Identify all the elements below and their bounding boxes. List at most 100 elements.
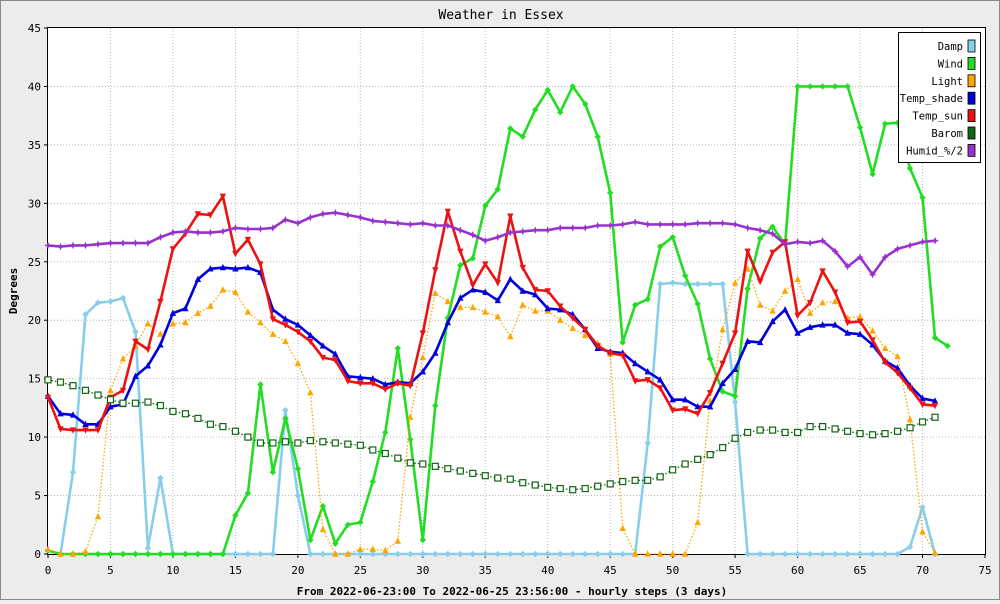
data-point <box>756 338 764 346</box>
x-tick-label: 5 <box>107 564 114 577</box>
data-point <box>319 502 327 510</box>
x-tick-label: 45 <box>604 564 617 577</box>
y-tick-label: 25 <box>28 256 41 269</box>
data-point <box>894 352 901 360</box>
data-point <box>132 550 139 558</box>
data-point <box>769 249 776 257</box>
data-point <box>294 321 302 328</box>
data-point <box>569 550 576 558</box>
data-point <box>156 233 165 241</box>
data-point <box>844 83 851 90</box>
data-point <box>644 550 651 557</box>
data-point <box>756 226 764 234</box>
x-tick-label: 65 <box>853 564 866 577</box>
data-point <box>219 422 227 431</box>
data-point <box>69 469 77 476</box>
data-point <box>694 280 701 288</box>
data-point <box>756 426 764 434</box>
data-point <box>644 439 651 447</box>
data-point <box>632 301 639 309</box>
data-point <box>869 341 876 348</box>
data-point <box>919 504 926 511</box>
data-point <box>482 308 489 315</box>
data-point <box>507 550 514 558</box>
data-point <box>906 424 914 432</box>
data-point <box>831 83 839 90</box>
data-point <box>744 248 751 255</box>
data-point <box>369 380 376 387</box>
data-point <box>369 545 376 552</box>
data-point <box>469 286 476 293</box>
data-point <box>494 186 501 193</box>
data-point <box>307 550 314 558</box>
data-point <box>207 302 214 309</box>
data-point <box>344 211 352 219</box>
data-point <box>682 550 689 557</box>
data-point <box>569 324 576 332</box>
data-point <box>744 550 751 558</box>
x-tick-label: 0 <box>45 564 52 577</box>
data-point <box>532 106 539 113</box>
data-point <box>344 378 351 385</box>
data-point <box>194 228 202 237</box>
data-point <box>469 255 476 262</box>
data-point <box>831 550 839 558</box>
data-point <box>519 550 526 558</box>
data-point <box>406 459 414 467</box>
data-point <box>881 550 889 558</box>
data-point <box>394 219 402 227</box>
y-tick-label: 20 <box>28 314 41 327</box>
data-point <box>269 330 277 337</box>
data-point <box>643 220 652 229</box>
data-point <box>806 309 814 316</box>
data-point <box>169 320 177 327</box>
x-tick-label: 20 <box>291 564 304 577</box>
data-point <box>94 512 102 520</box>
series-line <box>46 195 936 432</box>
data-point <box>494 233 502 241</box>
data-point <box>706 403 714 410</box>
data-point <box>107 386 114 394</box>
data-point <box>906 165 914 172</box>
data-point <box>207 265 214 272</box>
data-point <box>556 484 564 493</box>
data-point <box>482 288 489 295</box>
data-point <box>794 550 801 558</box>
data-point <box>756 235 764 242</box>
data-point <box>606 480 614 488</box>
data-point <box>457 303 464 311</box>
data-point <box>282 322 289 329</box>
data-point <box>94 240 102 248</box>
data-point <box>119 239 127 247</box>
data-point <box>894 550 901 558</box>
y-tick-label: 5 <box>34 490 41 503</box>
data-point <box>681 220 689 229</box>
data-point <box>893 245 902 253</box>
data-point <box>831 289 839 296</box>
data-point <box>582 331 589 339</box>
data-point <box>94 550 102 558</box>
data-point <box>843 427 852 435</box>
data-point <box>557 109 564 116</box>
data-point <box>394 454 402 462</box>
data-point <box>444 465 452 473</box>
grid <box>48 28 985 554</box>
data-point <box>106 239 115 247</box>
data-point <box>544 550 551 558</box>
data-point <box>194 414 202 423</box>
x-tick-label: 15 <box>229 564 242 577</box>
data-point <box>694 518 701 526</box>
data-point <box>507 332 514 340</box>
data-point <box>144 346 152 354</box>
data-point <box>756 301 764 308</box>
data-point <box>431 462 439 470</box>
data-point <box>457 262 464 269</box>
data-point <box>569 486 577 494</box>
data-point <box>56 378 65 386</box>
data-point <box>819 550 826 558</box>
data-point <box>682 406 689 413</box>
data-point <box>244 550 252 558</box>
data-point <box>694 300 701 308</box>
data-point <box>444 550 451 558</box>
